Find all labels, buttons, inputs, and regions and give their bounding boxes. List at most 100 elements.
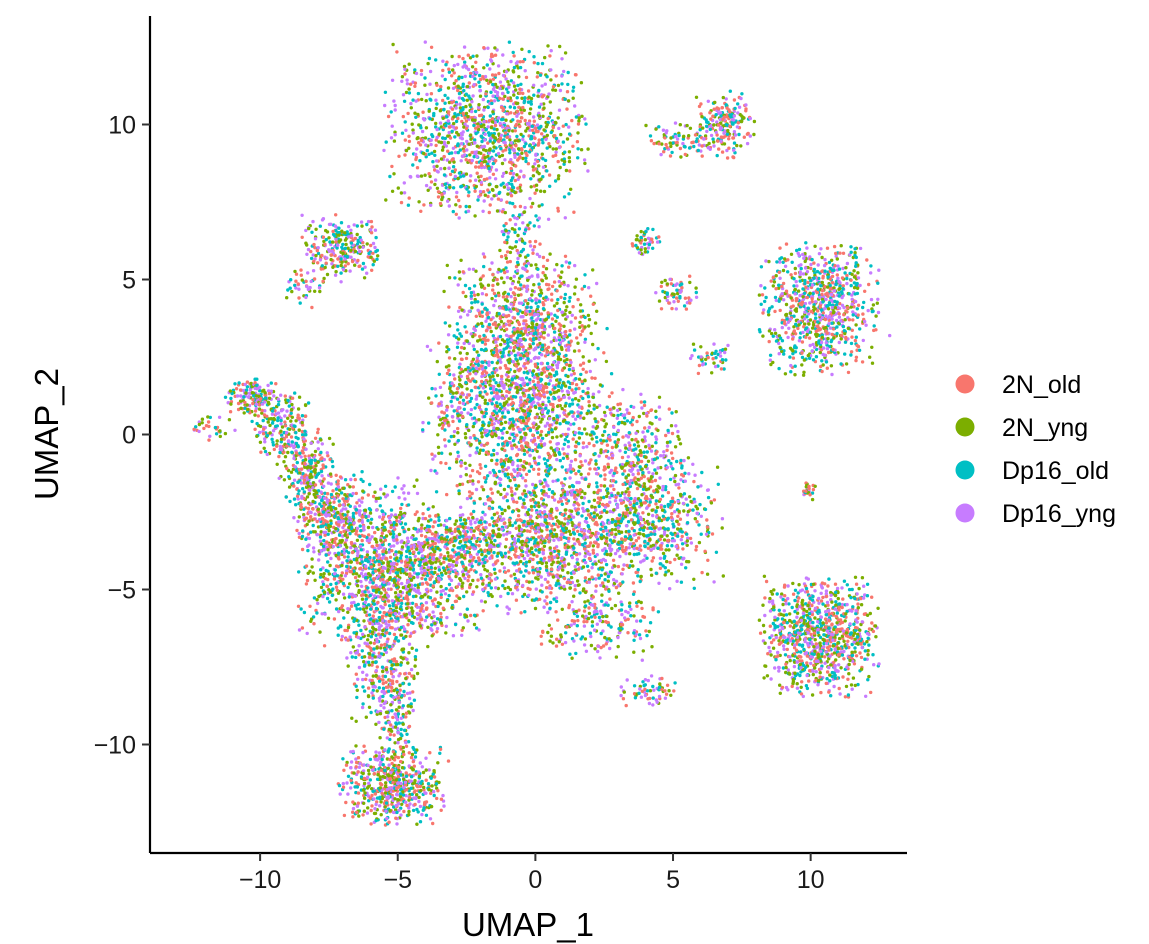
data-point xyxy=(532,332,536,336)
data-point xyxy=(529,134,534,139)
data-point xyxy=(547,173,552,177)
data-point xyxy=(429,142,433,147)
data-point xyxy=(530,274,534,278)
data-point xyxy=(565,315,570,319)
data-point xyxy=(563,292,568,297)
data-point xyxy=(488,398,492,402)
data-point xyxy=(558,341,563,345)
data-point xyxy=(446,96,450,100)
data-point xyxy=(523,228,528,232)
data-point xyxy=(519,518,523,523)
data-point xyxy=(564,631,568,635)
data-point xyxy=(551,534,555,539)
data-point xyxy=(521,505,525,509)
data-point xyxy=(586,552,590,556)
data-point xyxy=(431,160,435,164)
data-point xyxy=(439,125,444,129)
data-point xyxy=(392,139,397,143)
data-point xyxy=(510,227,515,231)
data-point xyxy=(522,498,526,502)
data-point xyxy=(518,253,522,258)
data-point xyxy=(463,283,468,288)
data-point xyxy=(559,434,563,438)
data-point xyxy=(587,317,592,322)
data-point xyxy=(532,93,536,97)
data-point xyxy=(473,189,477,193)
data-point xyxy=(564,122,568,127)
data-point xyxy=(508,151,512,155)
data-point xyxy=(477,405,481,410)
data-point xyxy=(467,190,471,194)
data-point xyxy=(508,250,513,255)
data-point xyxy=(573,431,578,435)
data-point xyxy=(465,187,469,191)
data-point xyxy=(489,90,493,95)
data-point xyxy=(458,400,462,405)
data-point xyxy=(571,530,576,535)
data-point xyxy=(534,126,538,131)
data-point xyxy=(539,420,543,424)
data-point xyxy=(558,378,562,382)
data-point xyxy=(484,92,488,96)
data-point xyxy=(515,330,520,334)
data-point xyxy=(476,308,480,312)
data-point xyxy=(576,414,580,418)
data-point xyxy=(459,474,463,479)
data-point xyxy=(555,378,559,382)
data-point xyxy=(525,289,529,293)
data-point xyxy=(581,445,585,450)
data-point xyxy=(451,419,455,424)
data-point xyxy=(423,76,427,80)
data-point xyxy=(562,69,566,74)
data-point xyxy=(564,421,569,425)
data-point xyxy=(676,499,680,504)
data-point xyxy=(524,441,528,445)
data-point xyxy=(452,373,456,377)
data-point xyxy=(558,458,562,463)
data-point xyxy=(503,579,507,583)
data-point xyxy=(569,320,573,324)
data-point xyxy=(407,62,411,66)
data-point xyxy=(442,173,447,177)
data-point xyxy=(650,645,654,649)
data-point xyxy=(450,107,455,111)
data-point xyxy=(564,526,568,530)
data-point xyxy=(560,642,565,646)
data-point xyxy=(459,131,463,136)
data-point xyxy=(568,328,572,333)
data-point xyxy=(393,108,397,112)
data-point xyxy=(444,62,448,67)
data-point xyxy=(481,420,485,424)
data-point xyxy=(572,503,576,507)
data-point xyxy=(383,103,387,108)
data-point xyxy=(475,394,479,398)
data-point xyxy=(530,316,534,320)
data-point xyxy=(521,464,525,469)
data-point xyxy=(528,111,532,116)
data-point xyxy=(441,145,445,149)
data-point xyxy=(474,487,479,492)
data-point xyxy=(568,652,572,656)
data-point xyxy=(541,629,545,633)
data-point xyxy=(504,327,509,331)
data-point xyxy=(554,515,558,519)
data-point xyxy=(547,623,551,627)
data-point xyxy=(499,105,504,110)
data-point xyxy=(471,334,475,339)
data-point xyxy=(462,45,467,49)
data-point xyxy=(522,175,526,179)
data-point xyxy=(495,401,499,405)
data-point xyxy=(509,486,513,490)
data-point xyxy=(533,162,537,166)
data-point xyxy=(406,111,410,116)
data-point xyxy=(616,644,620,649)
data-point xyxy=(510,182,514,187)
data-point xyxy=(565,454,569,458)
data-point xyxy=(556,206,560,210)
data-point xyxy=(505,183,509,187)
data-point xyxy=(559,295,563,299)
data-point xyxy=(551,88,555,92)
data-point xyxy=(507,361,512,365)
data-point xyxy=(586,529,591,533)
data-point xyxy=(537,282,541,286)
